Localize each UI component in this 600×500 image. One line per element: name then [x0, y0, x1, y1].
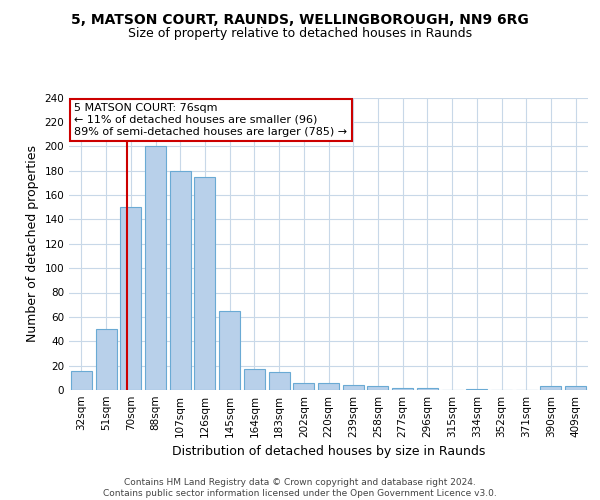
- Text: Size of property relative to detached houses in Raunds: Size of property relative to detached ho…: [128, 28, 472, 40]
- Text: 5, MATSON COURT, RAUNDS, WELLINGBOROUGH, NN9 6RG: 5, MATSON COURT, RAUNDS, WELLINGBOROUGH,…: [71, 12, 529, 26]
- X-axis label: Distribution of detached houses by size in Raunds: Distribution of detached houses by size …: [172, 446, 485, 458]
- Bar: [392, 388, 413, 390]
- Text: 5 MATSON COURT: 76sqm
← 11% of detached houses are smaller (96)
89% of semi-deta: 5 MATSON COURT: 76sqm ← 11% of detached …: [74, 104, 347, 136]
- Bar: [541, 386, 562, 390]
- Bar: [95, 329, 116, 390]
- Bar: [318, 382, 339, 390]
- Bar: [367, 386, 388, 390]
- Text: Contains HM Land Registry data © Crown copyright and database right 2024.
Contai: Contains HM Land Registry data © Crown c…: [103, 478, 497, 498]
- Bar: [343, 385, 364, 390]
- Bar: [565, 386, 586, 390]
- Bar: [120, 207, 141, 390]
- Y-axis label: Number of detached properties: Number of detached properties: [26, 145, 39, 342]
- Bar: [244, 370, 265, 390]
- Bar: [466, 389, 487, 390]
- Bar: [269, 372, 290, 390]
- Bar: [194, 176, 215, 390]
- Bar: [170, 170, 191, 390]
- Bar: [71, 370, 92, 390]
- Bar: [219, 311, 240, 390]
- Bar: [145, 146, 166, 390]
- Bar: [417, 388, 438, 390]
- Bar: [293, 382, 314, 390]
